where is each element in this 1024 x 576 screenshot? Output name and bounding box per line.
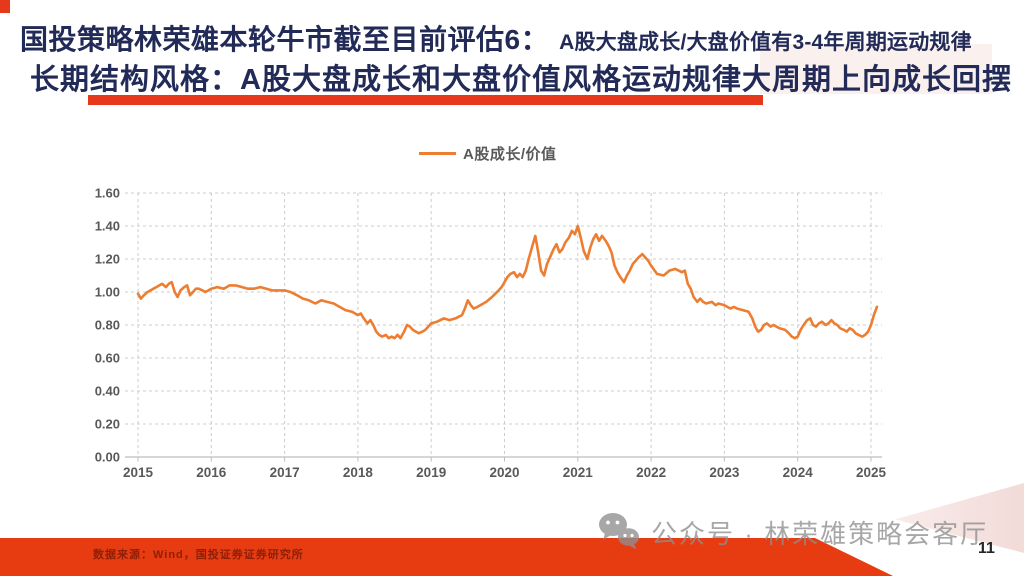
legend-line-swatch: [419, 151, 456, 156]
data-source: 数据来源：Wind，国投证券证券研究所: [93, 549, 304, 561]
corner-accent: [0, 0, 10, 13]
svg-text:0.60: 0.60: [95, 351, 120, 366]
svg-text:0.20: 0.20: [95, 417, 120, 432]
svg-text:2018: 2018: [343, 465, 374, 480]
svg-text:2022: 2022: [636, 465, 666, 480]
svg-text:2025: 2025: [856, 465, 887, 480]
title-line1: 国投策略林荣雄本轮牛市截至目前评估6： A股大盘成长/大盘价值有3-4年周期运动…: [20, 18, 972, 58]
title-line1-sub: A股大盘成长/大盘价值有3-4年周期运动规律: [559, 31, 972, 54]
chart-legend: A股成长/价值: [419, 143, 557, 164]
svg-text:1.20: 1.20: [95, 252, 120, 267]
legend-label: A股成长/价值: [463, 146, 557, 163]
page-number: 11: [978, 540, 995, 557]
footer-bar: [0, 538, 893, 576]
svg-text:0.40: 0.40: [95, 384, 120, 399]
svg-text:1.00: 1.00: [95, 285, 120, 300]
title-highlight: [760, 44, 992, 94]
svg-text:1.60: 1.60: [95, 186, 120, 201]
svg-text:1.40: 1.40: [95, 219, 120, 234]
svg-text:0.80: 0.80: [95, 318, 120, 333]
watermark-text: 公众号 · 林荣雄策略会客厅: [651, 518, 989, 549]
title-line1-main: 国投策略林荣雄本轮牛市截至目前评估6：: [20, 24, 550, 55]
svg-text:2019: 2019: [416, 465, 446, 480]
svg-text:2020: 2020: [489, 465, 519, 480]
svg-text:2016: 2016: [196, 465, 227, 480]
svg-text:0.00: 0.00: [95, 450, 120, 465]
title-line2: 长期结构风格：A股大盘成长和大盘价值风格运动规律大周期上向成长回摆: [30, 64, 1012, 96]
wechat-icon: [599, 513, 639, 550]
svg-text:2017: 2017: [270, 465, 300, 480]
svg-text:2015: 2015: [123, 465, 154, 480]
svg-text:2024: 2024: [783, 465, 814, 480]
svg-text:2021: 2021: [563, 465, 594, 480]
svg-text:2023: 2023: [709, 465, 740, 480]
title-underline: [88, 95, 763, 105]
watermark: 公众号 · 林荣雄策略会客厅: [596, 509, 988, 555]
